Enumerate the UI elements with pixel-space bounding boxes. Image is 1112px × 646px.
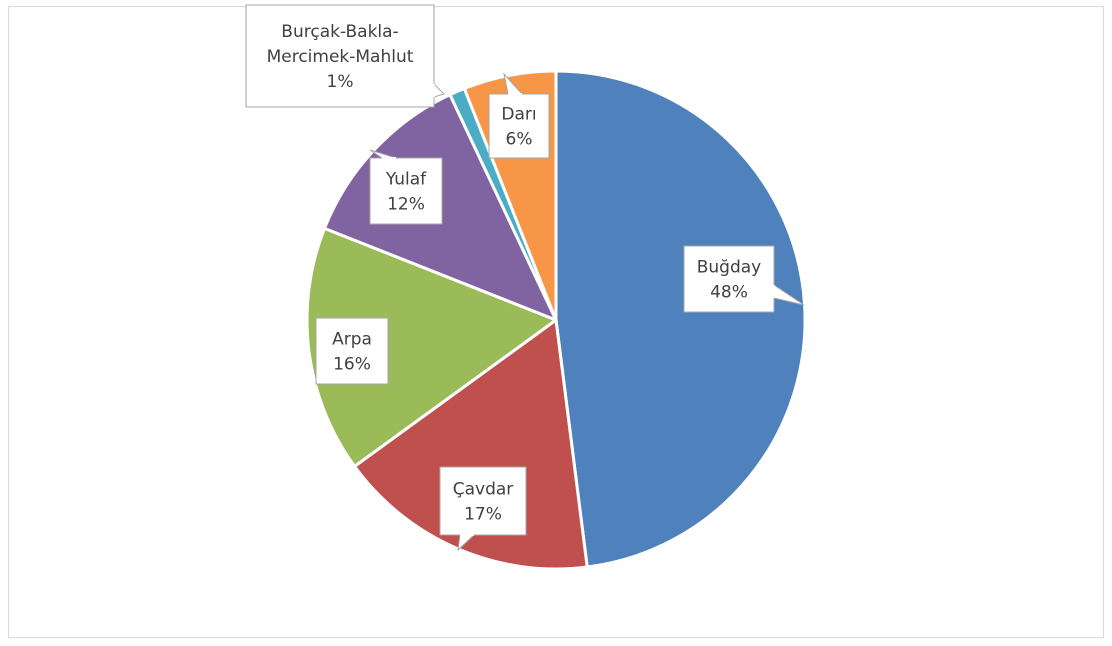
data-label-category: Buğday — [697, 258, 762, 278]
data-label-percent: 1% — [327, 72, 354, 92]
data-label-5: Burçak-Bakla- Mercimek-Mahlut 1% — [245, 4, 445, 108]
callout-pointer — [433, 82, 445, 98]
callout-box — [369, 157, 443, 225]
data-label-category: Arpa — [332, 330, 372, 350]
pie-slices — [305, 69, 807, 571]
data-label-category: Yulaf — [385, 170, 427, 190]
data-label-2: Çavdar 17% — [439, 466, 527, 552]
data-label-category: Çavdar — [453, 480, 514, 500]
data-label-category: Mercimek-Mahlut — [267, 47, 414, 67]
callout-box — [315, 317, 389, 385]
data-label-percent: 17% — [464, 505, 502, 525]
data-label-4: Yulaf 12% — [369, 149, 443, 225]
callout-box — [683, 245, 775, 313]
data-label-3: Arpa 16% — [315, 317, 389, 385]
data-labels: Buğday 48% Çavdar 17% Arpa 16% Yulaf 12% Burçak-… — [245, 4, 805, 552]
callout-box — [245, 4, 435, 108]
data-label-1: Buğday 48% — [683, 245, 805, 313]
data-label-category: Darı — [501, 105, 536, 125]
callout-box — [439, 466, 527, 536]
data-label-percent: 16% — [333, 355, 371, 375]
data-label-percent: 48% — [710, 283, 748, 303]
pie-slice-3 — [305, 226, 558, 468]
callout-box — [488, 93, 550, 159]
data-label-percent: 6% — [506, 130, 533, 150]
data-label-percent: 12% — [387, 195, 425, 215]
pie-slice-1 — [554, 69, 807, 569]
data-label-6: Darı 6% — [488, 72, 550, 159]
pie-slice-2 — [353, 318, 589, 571]
data-label-category: Burçak-Bakla- — [281, 22, 398, 42]
